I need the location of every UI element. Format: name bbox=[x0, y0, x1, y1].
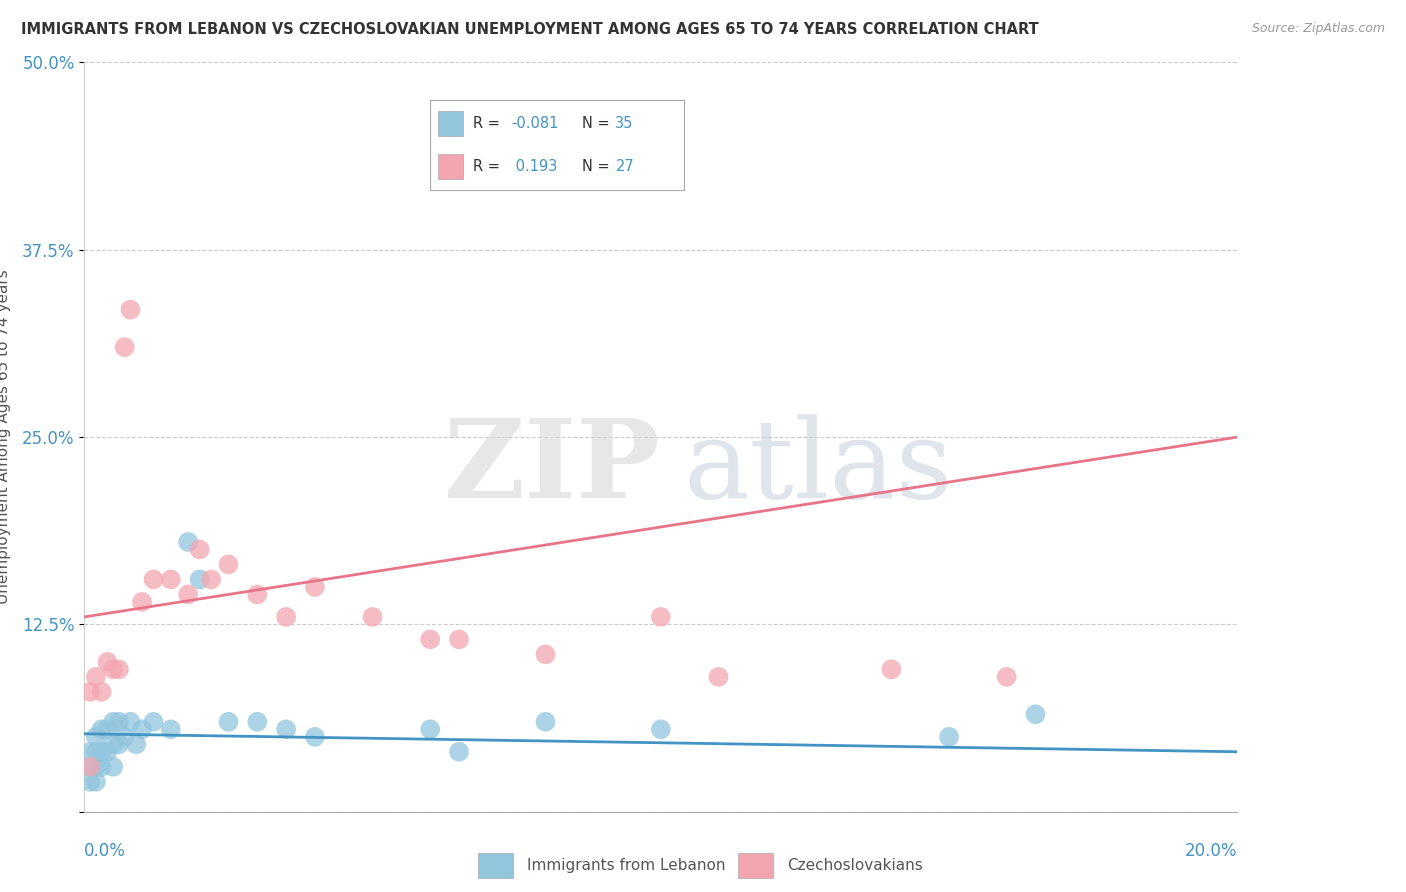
Point bbox=[142, 573, 165, 587]
Point bbox=[361, 610, 384, 624]
Point bbox=[200, 573, 222, 587]
Point bbox=[108, 714, 131, 729]
Point bbox=[108, 737, 131, 751]
Text: Source: ZipAtlas.com: Source: ZipAtlas.com bbox=[1251, 22, 1385, 36]
Point bbox=[177, 587, 200, 601]
Bar bbox=[738, 853, 773, 878]
Point bbox=[103, 760, 124, 774]
Point bbox=[938, 730, 960, 744]
Point bbox=[995, 670, 1018, 684]
Point bbox=[650, 723, 672, 737]
Point bbox=[90, 723, 112, 737]
Point bbox=[120, 714, 142, 729]
Text: ZIP: ZIP bbox=[444, 414, 661, 521]
Point bbox=[131, 595, 153, 609]
Point bbox=[246, 587, 269, 601]
Point bbox=[276, 610, 298, 624]
Point bbox=[449, 745, 471, 759]
Point bbox=[160, 723, 183, 737]
Point bbox=[131, 723, 153, 737]
Point bbox=[707, 670, 730, 684]
Point bbox=[188, 542, 211, 557]
Point bbox=[79, 760, 101, 774]
Point bbox=[79, 774, 101, 789]
Point bbox=[419, 723, 441, 737]
Point bbox=[276, 723, 298, 737]
Y-axis label: Unemployment Among Ages 65 to 74 years: Unemployment Among Ages 65 to 74 years bbox=[0, 269, 11, 605]
Point bbox=[84, 730, 107, 744]
Point bbox=[304, 730, 326, 744]
Text: atlas: atlas bbox=[683, 414, 953, 521]
Point bbox=[90, 760, 112, 774]
Point bbox=[84, 745, 107, 759]
Point bbox=[103, 662, 124, 676]
Point bbox=[177, 535, 200, 549]
Point bbox=[650, 610, 672, 624]
Point bbox=[79, 760, 101, 774]
Point bbox=[449, 632, 471, 647]
Point bbox=[188, 573, 211, 587]
Point bbox=[84, 670, 107, 684]
Point bbox=[142, 714, 165, 729]
Point bbox=[96, 723, 118, 737]
Point bbox=[218, 714, 240, 729]
Bar bbox=[478, 853, 513, 878]
Point bbox=[246, 714, 269, 729]
Point bbox=[103, 737, 124, 751]
Point bbox=[120, 302, 142, 317]
Point bbox=[114, 730, 136, 744]
Point bbox=[108, 662, 131, 676]
Point bbox=[160, 573, 183, 587]
Point bbox=[90, 745, 112, 759]
Text: 0.0%: 0.0% bbox=[84, 842, 127, 860]
Point bbox=[534, 648, 557, 662]
Point bbox=[96, 745, 118, 759]
Point bbox=[880, 662, 903, 676]
Point bbox=[90, 685, 112, 699]
Point bbox=[96, 655, 118, 669]
Text: Czechoslovakians: Czechoslovakians bbox=[787, 858, 924, 872]
Point bbox=[84, 760, 107, 774]
Text: 20.0%: 20.0% bbox=[1185, 842, 1237, 860]
Point bbox=[114, 340, 136, 354]
Point bbox=[304, 580, 326, 594]
Point bbox=[79, 745, 101, 759]
Point bbox=[103, 714, 124, 729]
Point bbox=[218, 558, 240, 572]
Point bbox=[125, 737, 148, 751]
Point bbox=[79, 685, 101, 699]
Text: Immigrants from Lebanon: Immigrants from Lebanon bbox=[527, 858, 725, 872]
Point bbox=[534, 714, 557, 729]
Point bbox=[1025, 707, 1047, 722]
Point bbox=[419, 632, 441, 647]
Text: IMMIGRANTS FROM LEBANON VS CZECHOSLOVAKIAN UNEMPLOYMENT AMONG AGES 65 TO 74 YEAR: IMMIGRANTS FROM LEBANON VS CZECHOSLOVAKI… bbox=[21, 22, 1039, 37]
Point bbox=[84, 774, 107, 789]
